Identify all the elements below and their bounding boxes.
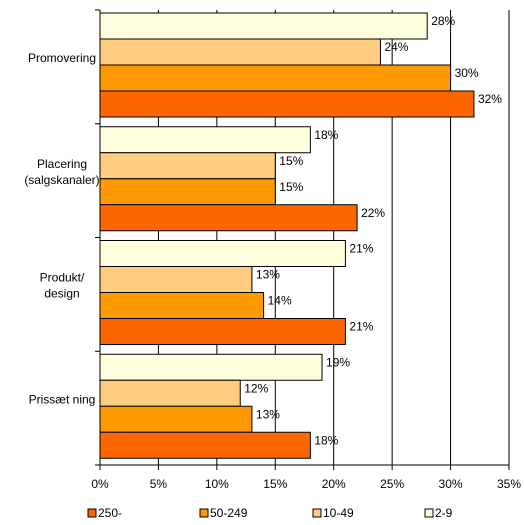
bar (99, 405, 253, 433)
bar (99, 126, 311, 154)
x-tick-label: 20% (322, 477, 346, 491)
data-label: 18% (314, 128, 338, 142)
legend-label: 10-49 (323, 506, 354, 520)
category-label: Produkt/ (40, 271, 85, 285)
legend-swatch (312, 508, 322, 518)
bar (99, 90, 475, 118)
data-label: 21% (349, 242, 373, 256)
x-tick-label: 30% (439, 477, 463, 491)
legend-label: 2-9 (435, 506, 453, 520)
x-tick-label: 0% (91, 477, 109, 491)
data-label: 12% (244, 381, 268, 395)
bar (99, 292, 265, 319)
x-tick-label: 25% (380, 477, 404, 491)
x-tick-label: 10% (205, 477, 229, 491)
bar (99, 353, 323, 381)
data-label: 14% (268, 294, 292, 308)
data-label: 13% (256, 268, 280, 282)
data-label: 13% (256, 407, 280, 421)
data-label: 22% (361, 206, 385, 220)
category-label: Promovering (28, 51, 96, 65)
category-label: design (44, 287, 79, 301)
data-label: 19% (326, 355, 350, 369)
category-label: (salgskanaler) (24, 173, 99, 187)
bar (99, 152, 276, 180)
data-label: 24% (384, 40, 408, 54)
legend-label: 50-249 (210, 506, 248, 520)
bar (99, 12, 428, 40)
data-label: 15% (279, 154, 303, 168)
category-label: Prissæt ning (29, 392, 96, 406)
data-label: 32% (478, 92, 502, 106)
data-label: 18% (314, 433, 338, 447)
data-label: 28% (431, 14, 455, 28)
bar (99, 240, 346, 267)
category-label: Placering (37, 157, 87, 171)
bar (99, 38, 381, 66)
legend-swatch (424, 508, 434, 518)
data-label: 15% (279, 180, 303, 194)
legend-label: 250- (98, 506, 122, 520)
bar (99, 64, 452, 92)
legend-swatch (199, 508, 209, 518)
x-tick-label: 15% (263, 477, 287, 491)
x-tick-label: 35% (497, 477, 521, 491)
data-label: 21% (349, 320, 373, 334)
bar (99, 178, 276, 206)
data-label: 30% (455, 66, 479, 80)
bar (99, 431, 311, 459)
bar (99, 266, 253, 293)
bar (99, 379, 241, 407)
bar (99, 318, 346, 345)
x-tick-label: 5% (150, 477, 168, 491)
legend-swatch (87, 508, 97, 518)
bar (99, 204, 358, 232)
